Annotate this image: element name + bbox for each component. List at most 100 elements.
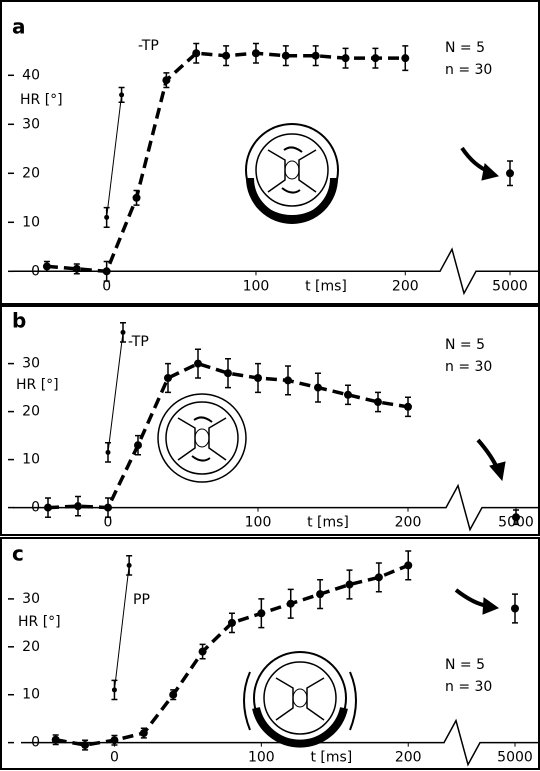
data-point [281, 51, 290, 60]
data-point [139, 729, 148, 738]
data-point [371, 54, 380, 63]
data-point [81, 741, 90, 750]
data-point [126, 562, 132, 568]
data-point [72, 264, 81, 273]
data-point [286, 599, 295, 608]
data-point [111, 687, 117, 693]
data-point [119, 92, 125, 98]
data-point [164, 374, 172, 382]
data-point [374, 573, 383, 582]
y-axis-label: HR [°] [20, 92, 63, 108]
y-tick-label: 20 [22, 639, 40, 655]
stimulus-icon [157, 393, 247, 483]
panel-frame [0, 537, 540, 770]
y-axis-label: HR [°] [16, 377, 59, 393]
y-tick-label: 10 [22, 687, 40, 703]
data-point [254, 374, 262, 382]
data-point [227, 618, 236, 627]
series-line [107, 332, 124, 453]
data-point [506, 169, 514, 178]
y-tick-label: 30 [22, 591, 40, 607]
data-point [42, 262, 51, 271]
data-point [169, 690, 178, 699]
data-point [110, 736, 119, 745]
data-point [251, 49, 260, 58]
data-point [192, 49, 201, 58]
data-point [74, 502, 82, 511]
x-tick-label: 5000 [497, 750, 533, 766]
stimulus-icon [245, 123, 339, 224]
y-tick-label: 0 [31, 263, 40, 279]
y-tick-label: 10 [22, 452, 40, 468]
x-tick-label: 0 [110, 750, 119, 766]
data-point [120, 329, 126, 335]
y-tick-label: 20 [22, 404, 40, 420]
data-point [344, 390, 352, 399]
series-label: -TP [138, 38, 159, 54]
data-point [102, 267, 111, 276]
data-point [51, 735, 60, 744]
data-point [105, 449, 111, 455]
x-axis [21, 718, 538, 767]
data-point [224, 369, 232, 378]
data-point [104, 214, 110, 220]
annotation: n = 30 [445, 359, 492, 375]
y-tick-label: 20 [22, 165, 40, 181]
x-tick-label: 100 [248, 750, 275, 766]
x-tick-label: 0 [104, 515, 113, 531]
annotation: N = 5 [445, 337, 485, 353]
series-line [55, 563, 409, 747]
data-point [512, 513, 520, 522]
x-axis [12, 247, 538, 296]
x-tick-label: 5000 [492, 278, 528, 294]
data-point [401, 54, 410, 63]
x-axis-label: t [ms] [310, 750, 352, 766]
annotation: N = 5 [445, 657, 485, 673]
series-label: PP [133, 592, 150, 608]
y-tick-label: 30 [22, 116, 40, 132]
data-point [162, 76, 171, 85]
x-tick-label: 0 [102, 278, 111, 294]
data-point [314, 383, 322, 392]
series-line [106, 94, 123, 218]
data-point [134, 441, 142, 450]
annotation: N = 5 [445, 40, 485, 56]
x-tick-label: 200 [395, 750, 422, 766]
x-tick-label: 100 [243, 278, 270, 294]
data-point [511, 604, 519, 613]
data-point [194, 359, 202, 368]
y-tick-label: 0 [31, 735, 40, 751]
y-tick-label: 40 [22, 67, 40, 83]
panel-letter: b [12, 309, 26, 333]
data-point [257, 609, 266, 618]
data-point [404, 561, 413, 570]
data-point [311, 51, 320, 60]
data-point [44, 503, 52, 512]
data-point [404, 402, 412, 411]
data-point [222, 51, 231, 60]
panel-frame [0, 305, 540, 536]
y-axis-label: HR [°] [18, 614, 61, 630]
annotation: n = 30 [445, 62, 492, 78]
y-tick-label: 10 [22, 214, 40, 230]
panel-letter: c [12, 542, 24, 566]
stimulus-icon [243, 651, 357, 748]
x-axis-label: t [ms] [305, 278, 347, 294]
data-point [284, 376, 292, 385]
panel-letter: a [12, 15, 26, 39]
data-point [341, 54, 350, 63]
series-line [113, 565, 130, 690]
pointer-arrow [454, 146, 506, 615]
panel-frame [0, 0, 540, 305]
data-point [132, 193, 141, 202]
data-point [198, 647, 207, 656]
annotation: n = 30 [445, 679, 492, 695]
data-point [104, 503, 112, 512]
x-tick-label: 100 [245, 515, 272, 531]
data-point [316, 590, 325, 599]
x-axis-label: t [ms] [307, 515, 349, 531]
y-tick-label: 0 [31, 500, 40, 516]
series-line [46, 51, 406, 274]
data-point [374, 398, 382, 406]
